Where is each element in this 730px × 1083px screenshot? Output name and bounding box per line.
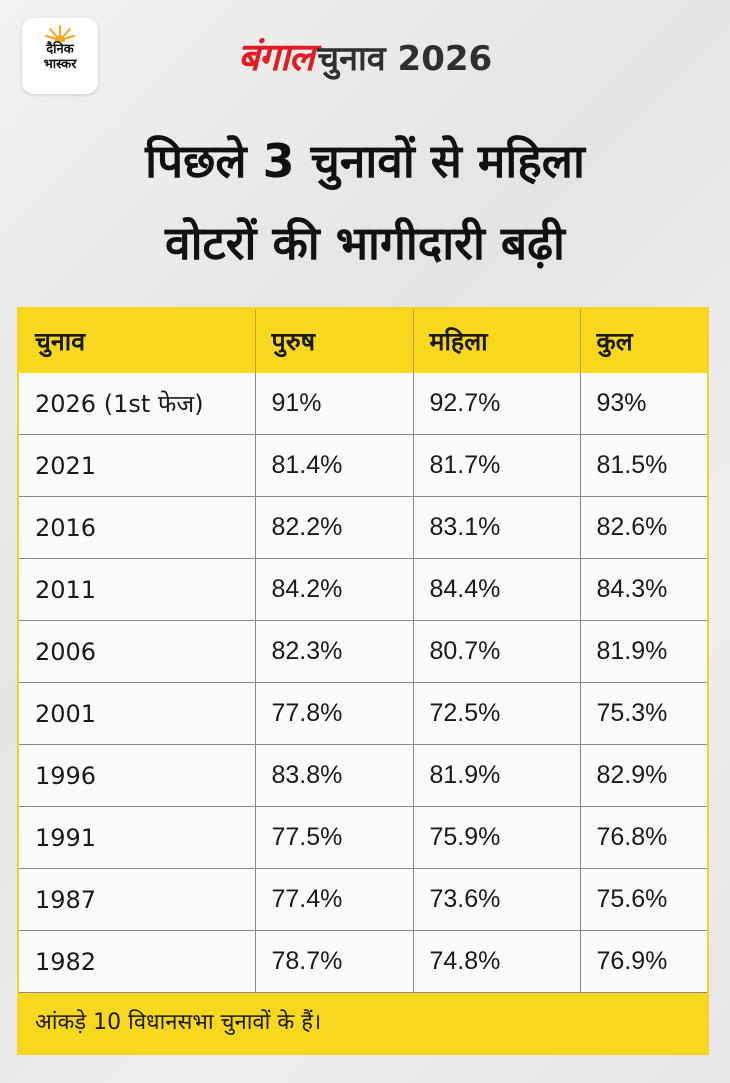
table-row: 2006 82.3% 80.7% 81.9% xyxy=(19,620,707,683)
header-female: महिला xyxy=(413,309,581,373)
cell-total: 76.8% xyxy=(580,806,707,869)
table-row: 1996 83.8% 81.9% 82.9% xyxy=(19,744,707,807)
cell-female: 92.7% xyxy=(413,373,581,435)
table-row: 2026 (1st फेज) 91% 92.7% 93% xyxy=(19,373,707,435)
cell-election: 2026 (1st फेज) xyxy=(19,373,256,435)
footer-note: आंकड़े 10 विधानसभा चुनावों के हैं। xyxy=(19,993,707,1053)
cell-total: 82.9% xyxy=(580,744,707,807)
table-header-row: चुनाव पुरुष महिला कुल xyxy=(19,309,707,373)
cell-total: 93% xyxy=(580,373,707,435)
cell-total: 81.5% xyxy=(580,434,707,497)
cell-female: 73.6% xyxy=(413,868,581,931)
campaign-title: बंगाल चुनाव 2026 xyxy=(0,30,730,82)
cell-election: 2001 xyxy=(19,682,256,745)
cell-male: 78.7% xyxy=(255,930,414,993)
cell-male: 84.2% xyxy=(255,558,414,621)
cell-total: 81.9% xyxy=(580,620,707,683)
table-row: 2016 82.2% 83.1% 82.6% xyxy=(19,496,707,559)
campaign-title-rest: चुनाव 2026 xyxy=(317,39,493,79)
cell-female: 72.5% xyxy=(413,682,581,745)
cell-election: 1996 xyxy=(19,744,256,807)
cell-male: 91% xyxy=(255,373,414,435)
logo-line2: भास्कर xyxy=(43,57,77,72)
header-male: पुरुष xyxy=(255,309,414,373)
logo-line1: दैनिक xyxy=(46,42,74,57)
table-body: 2026 (1st फेज) 91% 92.7% 93% 2021 81.4% 81.7% 8… xyxy=(19,373,707,993)
table-row: 1987 77.4% 73.6% 75.6% xyxy=(19,868,707,931)
cell-election: 2016 xyxy=(19,496,256,559)
turnout-table: चुनाव पुरुष महिला कुल 2026 (1st फेज) 91% 9… xyxy=(17,307,709,1055)
cell-election: 2006 xyxy=(19,620,256,683)
cell-male: 77.4% xyxy=(255,868,414,931)
table-row: 1991 77.5% 75.9% 76.8% xyxy=(19,806,707,869)
cell-election: 2021 xyxy=(19,434,256,497)
cell-female: 75.9% xyxy=(413,806,581,869)
cell-election: 2011 xyxy=(19,558,256,621)
cell-male: 82.2% xyxy=(255,496,414,559)
header-total: कुल xyxy=(580,309,707,373)
campaign-title-highlight: बंगाल xyxy=(237,35,315,79)
cell-total: 82.6% xyxy=(580,496,707,559)
cell-female: 81.7% xyxy=(413,434,581,497)
cell-female: 83.1% xyxy=(413,496,581,559)
cell-male: 77.5% xyxy=(255,806,414,869)
table-row: 2021 81.4% 81.7% 81.5% xyxy=(19,434,707,497)
cell-total: 84.3% xyxy=(580,558,707,621)
cell-total: 75.6% xyxy=(580,868,707,931)
cell-female: 80.7% xyxy=(413,620,581,683)
dainik-bhaskar-logo: दैनिक भास्कर xyxy=(22,18,98,94)
headline-line2: वोटरों की भागीदारी बढ़ी xyxy=(165,216,565,270)
cell-female: 74.8% xyxy=(413,930,581,993)
cell-male: 83.8% xyxy=(255,744,414,807)
cell-election: 1991 xyxy=(19,806,256,869)
headline: पिछले 3 चुनावों से महिला वोटरों की भागीद… xyxy=(0,120,730,284)
cell-total: 75.3% xyxy=(580,682,707,745)
table-row: 2001 77.8% 72.5% 75.3% xyxy=(19,682,707,745)
cell-female: 81.9% xyxy=(413,744,581,807)
sun-icon xyxy=(45,25,75,42)
cell-male: 77.8% xyxy=(255,682,414,745)
headline-line1: पिछले 3 चुनावों से महिला xyxy=(145,134,585,188)
cell-female: 84.4% xyxy=(413,558,581,621)
cell-election: 1987 xyxy=(19,868,256,931)
cell-total: 76.9% xyxy=(580,930,707,993)
cell-male: 81.4% xyxy=(255,434,414,497)
cell-male: 82.3% xyxy=(255,620,414,683)
header-election: चुनाव xyxy=(19,309,256,373)
table-row: 2011 84.2% 84.4% 84.3% xyxy=(19,558,707,621)
table-row: 1982 78.7% 74.8% 76.9% xyxy=(19,930,707,993)
cell-election: 1982 xyxy=(19,930,256,993)
